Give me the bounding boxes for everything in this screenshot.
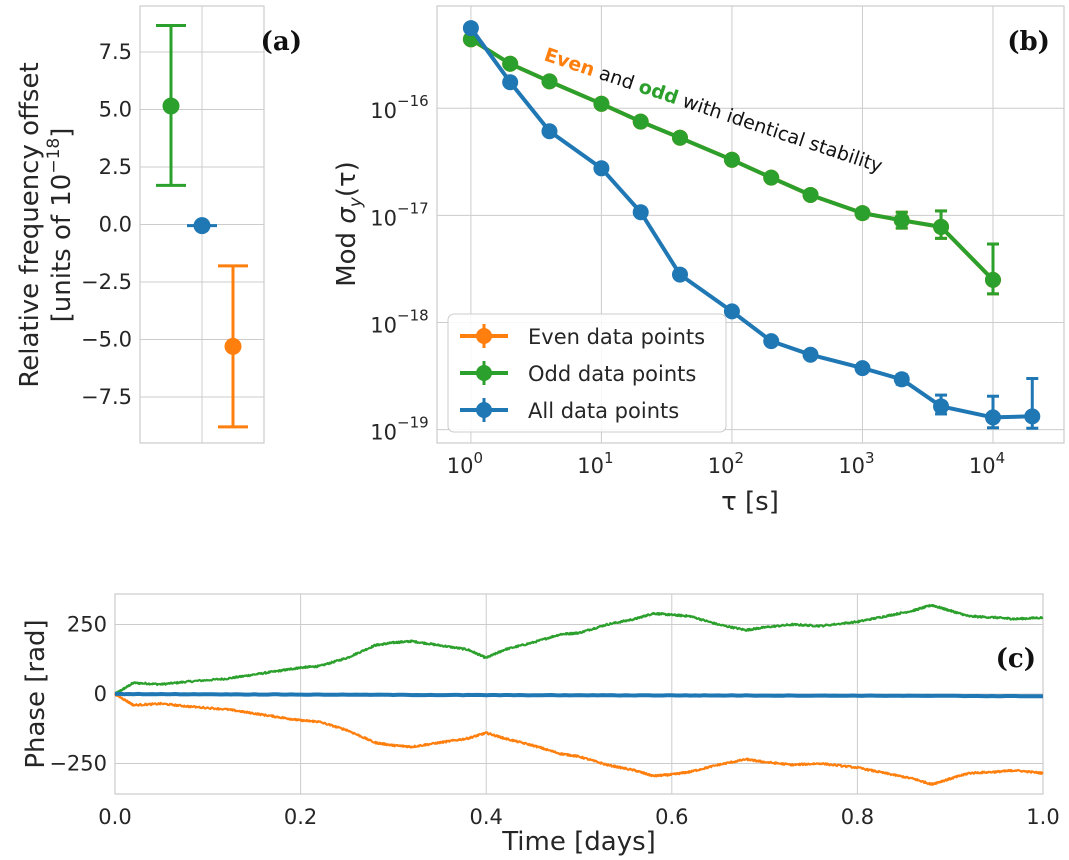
panel-b-odd-point (763, 169, 780, 186)
panel-c: 0.0 0.2 0.4 0.6 0.8 1.0 250 0 −250 (c) Time [day… (21, 593, 1060, 857)
panel-c-xtick-label: 0.2 (284, 805, 317, 829)
panel-c-xtick-label: 0.8 (841, 805, 874, 829)
panel-a-frame (139, 5, 265, 444)
panel-b-ytick-exp: −16 (397, 92, 429, 110)
panel-b-all-point (763, 333, 780, 350)
panel-b-odd-point (893, 212, 910, 229)
legend-box (447, 313, 727, 433)
panel-b-ylabel: Mod σy(τ) (332, 161, 366, 287)
panel-b-all-point (984, 409, 1001, 426)
panel-a: 7.5 5.0 2.5 0.0 −2.5 −5.0 −7.5 (a) Relative fr… (15, 5, 302, 444)
panel-a-even-point (224, 337, 242, 355)
panel-b-all-point (632, 204, 649, 221)
panel-c-ytick-label: 250 (67, 613, 107, 637)
panel-c-even-line (113, 692, 1044, 786)
panel-b-ytick-exp: −18 (397, 306, 429, 324)
panel-a-ytick-label: 7.5 (99, 40, 132, 64)
panel-a-ytick-label: 0.0 (99, 213, 132, 237)
panel-b-xtick-label: 101 (577, 449, 613, 478)
panel-a-all-point (193, 217, 211, 235)
panel-b-ytick-exp: −17 (397, 199, 429, 217)
panel-b-xtick-label: 100 (447, 449, 483, 478)
legend: Even data points Odd data points All data … (447, 313, 727, 433)
legend-even-marker (476, 328, 492, 344)
panel-b-odd-point (933, 218, 950, 235)
panel-a-odd-point (162, 97, 180, 115)
panel-b-ytick-label: 10 (370, 421, 397, 445)
legend-odd-marker (476, 365, 492, 381)
panel-a-ytick-label: −5.0 (81, 328, 132, 352)
panel-b-all-point (502, 74, 519, 91)
panel-b-frame (436, 5, 1065, 444)
panel-a-ytick-label: −7.5 (81, 385, 132, 409)
panel-b-ytick-label: 10 (370, 313, 397, 337)
panel-b-xtick-label: 104 (969, 449, 1005, 478)
panel-b-odd-point (502, 55, 519, 72)
panel-b-odd-point (802, 186, 819, 203)
panel-b-all-point (1024, 408, 1041, 425)
panel-a-ytick-label: 5.0 (99, 98, 132, 122)
panel-a-ylabel: Relative frequency offset [units of 10−1… (15, 62, 77, 387)
legend-odd-label: Odd data points (528, 362, 696, 386)
panel-b-odd-point (671, 129, 688, 146)
panel-b-odd-point (541, 73, 558, 90)
panel-a-ylabel-line2: [units of 10−18] (44, 128, 77, 323)
legend-all-marker (476, 402, 492, 418)
panel-c-ytick-label: 0 (94, 682, 107, 706)
panel-c-xtick-label: 1.0 (1026, 805, 1059, 829)
panel-b-odd-point (984, 271, 1001, 288)
panel-b-all-point (893, 371, 910, 388)
panel-c-label: (c) (996, 644, 1036, 674)
panel-c-odd-line (114, 603, 1044, 696)
panel-b-ytick-label: 10 (370, 206, 397, 230)
panel-b-all-point (593, 160, 610, 177)
panel-b-ytick-exp: −19 (397, 414, 429, 432)
panel-b-odd-point (854, 205, 871, 222)
panel-b-label: (b) (1007, 27, 1050, 57)
panel-a-ylabel-line1: Relative frequency offset (15, 62, 45, 387)
legend-even-label: Even data points (528, 325, 705, 349)
panel-c-xlabel: Time [days] (501, 827, 656, 857)
panel-b-all-point (933, 398, 950, 415)
panel-a-ytick-label: 2.5 (99, 155, 132, 179)
panel-a-ytick-label: −2.5 (81, 270, 132, 294)
panel-b-xlabel: τ [s] (721, 487, 779, 517)
panel-b-odd-point (593, 95, 610, 112)
panel-b-all-point (802, 346, 819, 363)
panel-b-odd-point (723, 151, 740, 168)
panel-c-all-line (114, 691, 1043, 699)
panel-b-ytick-label: 10 (370, 99, 397, 123)
panel-c-xtick-label: 0.0 (98, 805, 131, 829)
legend-all-label: All data points (528, 399, 679, 423)
panel-b-all-point (723, 303, 740, 320)
panel-c-ylabel: Phase [rad] (21, 619, 51, 768)
panel-a-label: (a) (261, 27, 302, 57)
panel-b-all-point (671, 266, 688, 283)
panel-b-xtick-label: 102 (708, 449, 744, 478)
panel-b-odd-point (632, 113, 649, 130)
panel-b-all-point (541, 123, 558, 140)
panel-b-all-point (462, 20, 479, 37)
panel-b-xtick-label: 103 (838, 449, 874, 478)
panel-c-ytick-label: −250 (49, 751, 107, 775)
panel-c-xtick-label: 0.6 (655, 805, 688, 829)
panel-b-all-point (854, 360, 871, 377)
panel-c-xtick-label: 0.4 (469, 805, 502, 829)
